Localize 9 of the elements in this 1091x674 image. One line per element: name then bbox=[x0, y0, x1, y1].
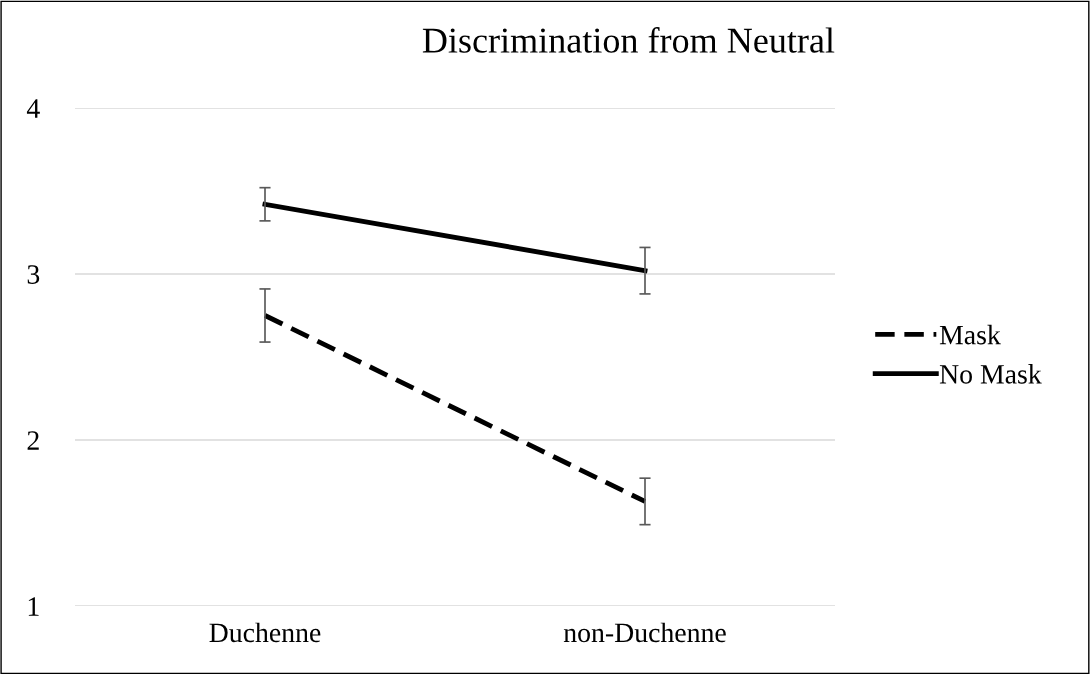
y-tick-label: 3 bbox=[27, 265, 40, 284]
legend-label: Mask bbox=[939, 324, 1001, 345]
y-tick-label: 2 bbox=[27, 431, 39, 450]
x-tick-label: non-Duchenne bbox=[563, 622, 726, 643]
x-tick-label: Duchenne bbox=[209, 622, 321, 643]
y-tick-label: 4 bbox=[26, 99, 40, 118]
y-tick-label: 1 bbox=[28, 597, 39, 616]
legend-label: No Mask bbox=[939, 364, 1042, 384]
chart-title: Discrimination from Neutral bbox=[422, 27, 835, 53]
